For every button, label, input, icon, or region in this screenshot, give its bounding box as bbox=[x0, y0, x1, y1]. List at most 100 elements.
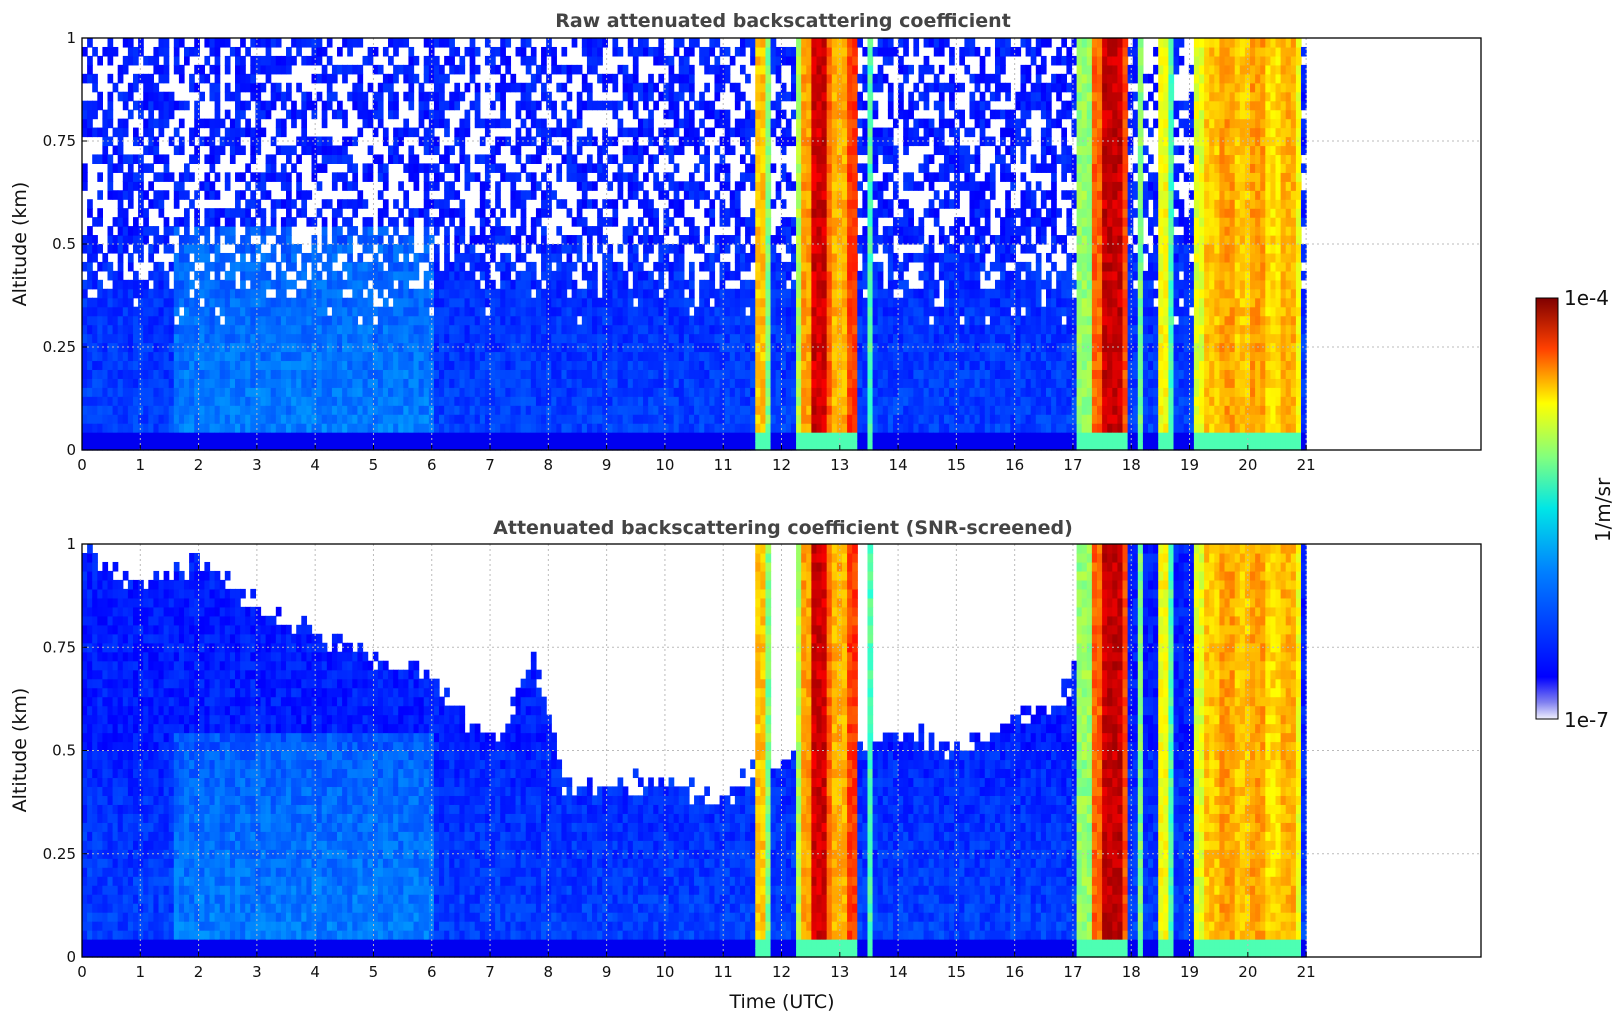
heatmap-cell bbox=[739, 405, 746, 415]
heatmap-cell bbox=[637, 324, 644, 335]
heatmap-cell bbox=[729, 297, 736, 308]
heatmap-cell bbox=[479, 306, 486, 317]
heatmap-cell bbox=[576, 91, 583, 102]
heatmap-cell bbox=[571, 38, 578, 48]
heatmap-cell bbox=[785, 423, 792, 433]
heatmap-cell bbox=[495, 91, 501, 102]
heatmap-cell bbox=[765, 163, 772, 173]
heatmap-cell bbox=[224, 91, 231, 102]
heatmap-cell bbox=[780, 226, 787, 236]
heatmap-cell bbox=[255, 55, 262, 66]
heatmap-cell bbox=[82, 387, 88, 397]
heatmap-cell bbox=[566, 270, 573, 281]
heatmap-cell bbox=[688, 378, 695, 388]
heatmap-cell bbox=[413, 405, 420, 415]
heatmap-cell bbox=[107, 423, 114, 433]
heatmap-cell bbox=[168, 297, 175, 308]
heatmap-cell bbox=[760, 46, 767, 57]
heatmap-cell bbox=[530, 378, 537, 388]
heatmap-cell bbox=[245, 270, 251, 281]
heatmap-cell bbox=[102, 118, 109, 129]
heatmap-cell bbox=[520, 55, 527, 66]
heatmap-cell bbox=[413, 297, 420, 308]
heatmap-cell bbox=[556, 163, 563, 173]
heatmap-cell bbox=[648, 333, 654, 344]
heatmap-cell bbox=[520, 226, 527, 236]
heatmap-cell bbox=[117, 351, 124, 362]
heatmap-cell bbox=[352, 360, 359, 370]
heatmap-cell bbox=[377, 342, 384, 353]
heatmap-cell bbox=[663, 333, 670, 344]
heatmap-cell bbox=[173, 38, 180, 48]
heatmap-cell bbox=[821, 432, 828, 442]
heatmap-cell bbox=[816, 405, 823, 415]
heatmap-cell bbox=[280, 172, 287, 182]
heatmap-cell bbox=[102, 414, 109, 424]
heatmap-cell bbox=[775, 270, 782, 281]
heatmap-cell bbox=[82, 351, 88, 362]
heatmap-cell bbox=[719, 369, 726, 379]
heatmap-cell bbox=[265, 432, 272, 442]
heatmap-cell bbox=[790, 64, 797, 75]
heatmap-cell bbox=[643, 324, 649, 335]
heatmap-cell bbox=[484, 405, 491, 415]
heatmap-cell bbox=[112, 315, 119, 326]
heatmap-cell bbox=[439, 199, 445, 209]
heatmap-cell bbox=[760, 252, 767, 263]
heatmap-cell bbox=[546, 199, 552, 209]
heatmap-cell bbox=[755, 252, 761, 263]
heatmap-cell bbox=[347, 387, 353, 397]
heatmap-cell bbox=[326, 91, 333, 102]
heatmap-cell bbox=[423, 360, 430, 370]
heatmap-cell bbox=[607, 244, 614, 254]
heatmap-cell bbox=[433, 432, 440, 442]
heatmap-cell bbox=[377, 306, 384, 317]
heatmap-cell bbox=[699, 261, 705, 272]
heatmap-cell bbox=[138, 405, 144, 415]
heatmap-cell bbox=[576, 109, 583, 120]
heatmap-cell bbox=[484, 315, 491, 326]
heatmap-cell bbox=[413, 208, 420, 218]
heatmap-cell bbox=[648, 423, 654, 433]
heatmap-cell bbox=[260, 441, 267, 451]
heatmap-cell bbox=[541, 396, 547, 406]
heatmap-cell bbox=[377, 235, 384, 245]
heatmap-cell bbox=[694, 306, 700, 317]
heatmap-cell bbox=[627, 38, 634, 48]
heatmap-cell bbox=[112, 306, 119, 317]
heatmap-cell bbox=[393, 252, 399, 263]
heatmap-cell bbox=[816, 432, 823, 442]
heatmap-cell bbox=[551, 288, 557, 299]
heatmap-cell bbox=[92, 100, 98, 111]
heatmap-cell bbox=[469, 369, 476, 379]
heatmap-cell bbox=[719, 64, 726, 75]
heatmap-cell bbox=[790, 109, 797, 120]
heatmap-cell bbox=[821, 270, 828, 281]
heatmap-cell bbox=[127, 55, 134, 66]
heatmap-cell bbox=[663, 217, 670, 227]
heatmap-cell bbox=[500, 369, 506, 379]
heatmap-cell bbox=[127, 360, 134, 370]
heatmap-cell bbox=[388, 342, 394, 353]
heatmap-cell bbox=[729, 396, 736, 406]
heatmap-cell bbox=[413, 396, 420, 406]
heatmap-cell bbox=[265, 405, 272, 415]
heatmap-cell bbox=[719, 235, 726, 245]
heatmap-cell bbox=[331, 423, 338, 433]
heatmap-cell bbox=[632, 109, 639, 120]
heatmap-cell bbox=[785, 315, 792, 326]
heatmap-cell bbox=[214, 38, 221, 48]
heatmap-cell bbox=[678, 333, 685, 344]
heatmap-cell bbox=[331, 208, 338, 218]
heatmap-cell bbox=[184, 279, 190, 290]
heatmap-cell bbox=[82, 235, 88, 245]
heatmap-cell bbox=[82, 432, 88, 442]
heatmap-cell bbox=[352, 306, 359, 317]
heatmap-cell bbox=[520, 315, 527, 326]
heatmap-cell bbox=[316, 145, 323, 156]
heatmap-cell bbox=[617, 46, 624, 57]
heatmap-cell bbox=[821, 342, 828, 353]
heatmap-cell bbox=[398, 279, 404, 290]
heatmap-cell bbox=[520, 405, 527, 415]
heatmap-cell bbox=[653, 226, 659, 236]
